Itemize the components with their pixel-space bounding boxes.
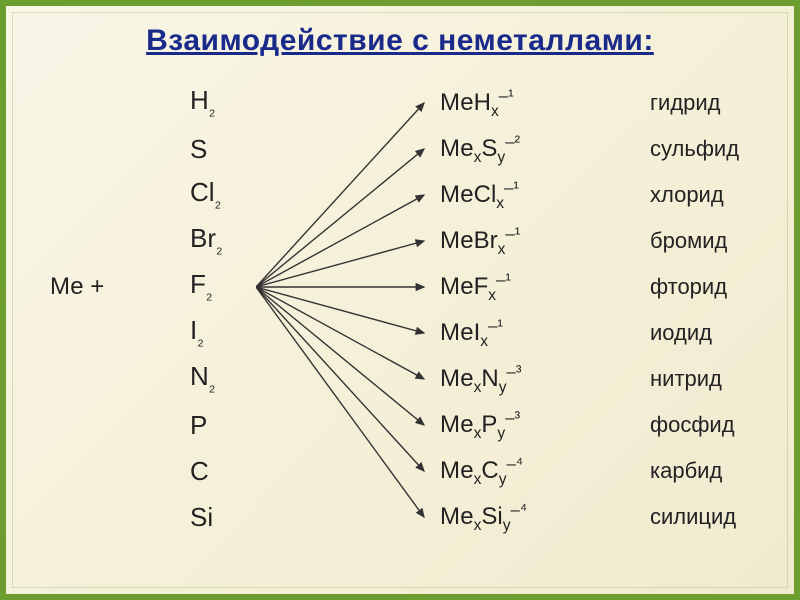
reaction-row: Cl₂МеClх–¹хлорид — [46, 172, 754, 218]
reactant: P — [180, 410, 350, 441]
reactant: Si — [180, 502, 350, 533]
product: МеIх–¹ — [350, 316, 640, 351]
compound-name: нитрид — [640, 366, 722, 392]
compound-name: карбид — [640, 458, 722, 484]
me-label: Ме + — [46, 273, 180, 301]
reactant: I₂ — [180, 315, 350, 350]
product: МеНх–¹ — [350, 86, 640, 121]
reaction-row: CМехCу–⁴карбид — [46, 448, 754, 494]
reactions-content: H₂МеНх–¹гидридSМехSу–²сульфидCl₂МеClх–¹х… — [46, 80, 754, 540]
reactant: F₂ — [180, 269, 350, 304]
product: МеFх–¹ — [350, 270, 640, 305]
compound-name: силицид — [640, 504, 736, 530]
compound-name: фосфид — [640, 412, 735, 438]
product: МехCу–⁴ — [350, 454, 640, 489]
product: МехSу–² — [350, 132, 640, 167]
compound-name: гидрид — [640, 90, 721, 116]
reactant: H₂ — [180, 85, 350, 120]
compound-name: сульфид — [640, 136, 739, 162]
product: МехPу–³ — [350, 408, 640, 443]
compound-name: хлорид — [640, 182, 724, 208]
product: МеBrх–¹ — [350, 224, 640, 259]
reaction-row: SМехSу–²сульфид — [46, 126, 754, 172]
reaction-row: N₂МехNу–³нитрид — [46, 356, 754, 402]
compound-name: иодид — [640, 320, 712, 346]
reactant: C — [180, 456, 350, 487]
reaction-row: SiМехSiу–⁴силицид — [46, 494, 754, 540]
reaction-row: PМехPу–³фосфид — [46, 402, 754, 448]
slide-title: Взаимодействие с неметаллами: — [46, 24, 754, 58]
compound-name: фторид — [640, 274, 727, 300]
product: МехNу–³ — [350, 362, 640, 397]
slide: Взаимодействие с неметаллами: H₂МеНх–¹ги… — [0, 0, 800, 600]
reaction-row: I₂МеIх–¹иодид — [46, 310, 754, 356]
reactant: N₂ — [180, 361, 350, 396]
reactant: S — [180, 134, 350, 165]
product: МеClх–¹ — [350, 178, 640, 213]
compound-name: бромид — [640, 228, 727, 254]
reactant: Cl₂ — [180, 177, 350, 212]
reaction-row: Ме +F₂МеFх–¹фторид — [46, 264, 754, 310]
reactant: Br₂ — [180, 223, 350, 258]
reaction-row: H₂МеНх–¹гидрид — [46, 80, 754, 126]
product: МехSiу–⁴ — [350, 500, 640, 535]
reaction-row: Br₂МеBrх–¹бромид — [46, 218, 754, 264]
